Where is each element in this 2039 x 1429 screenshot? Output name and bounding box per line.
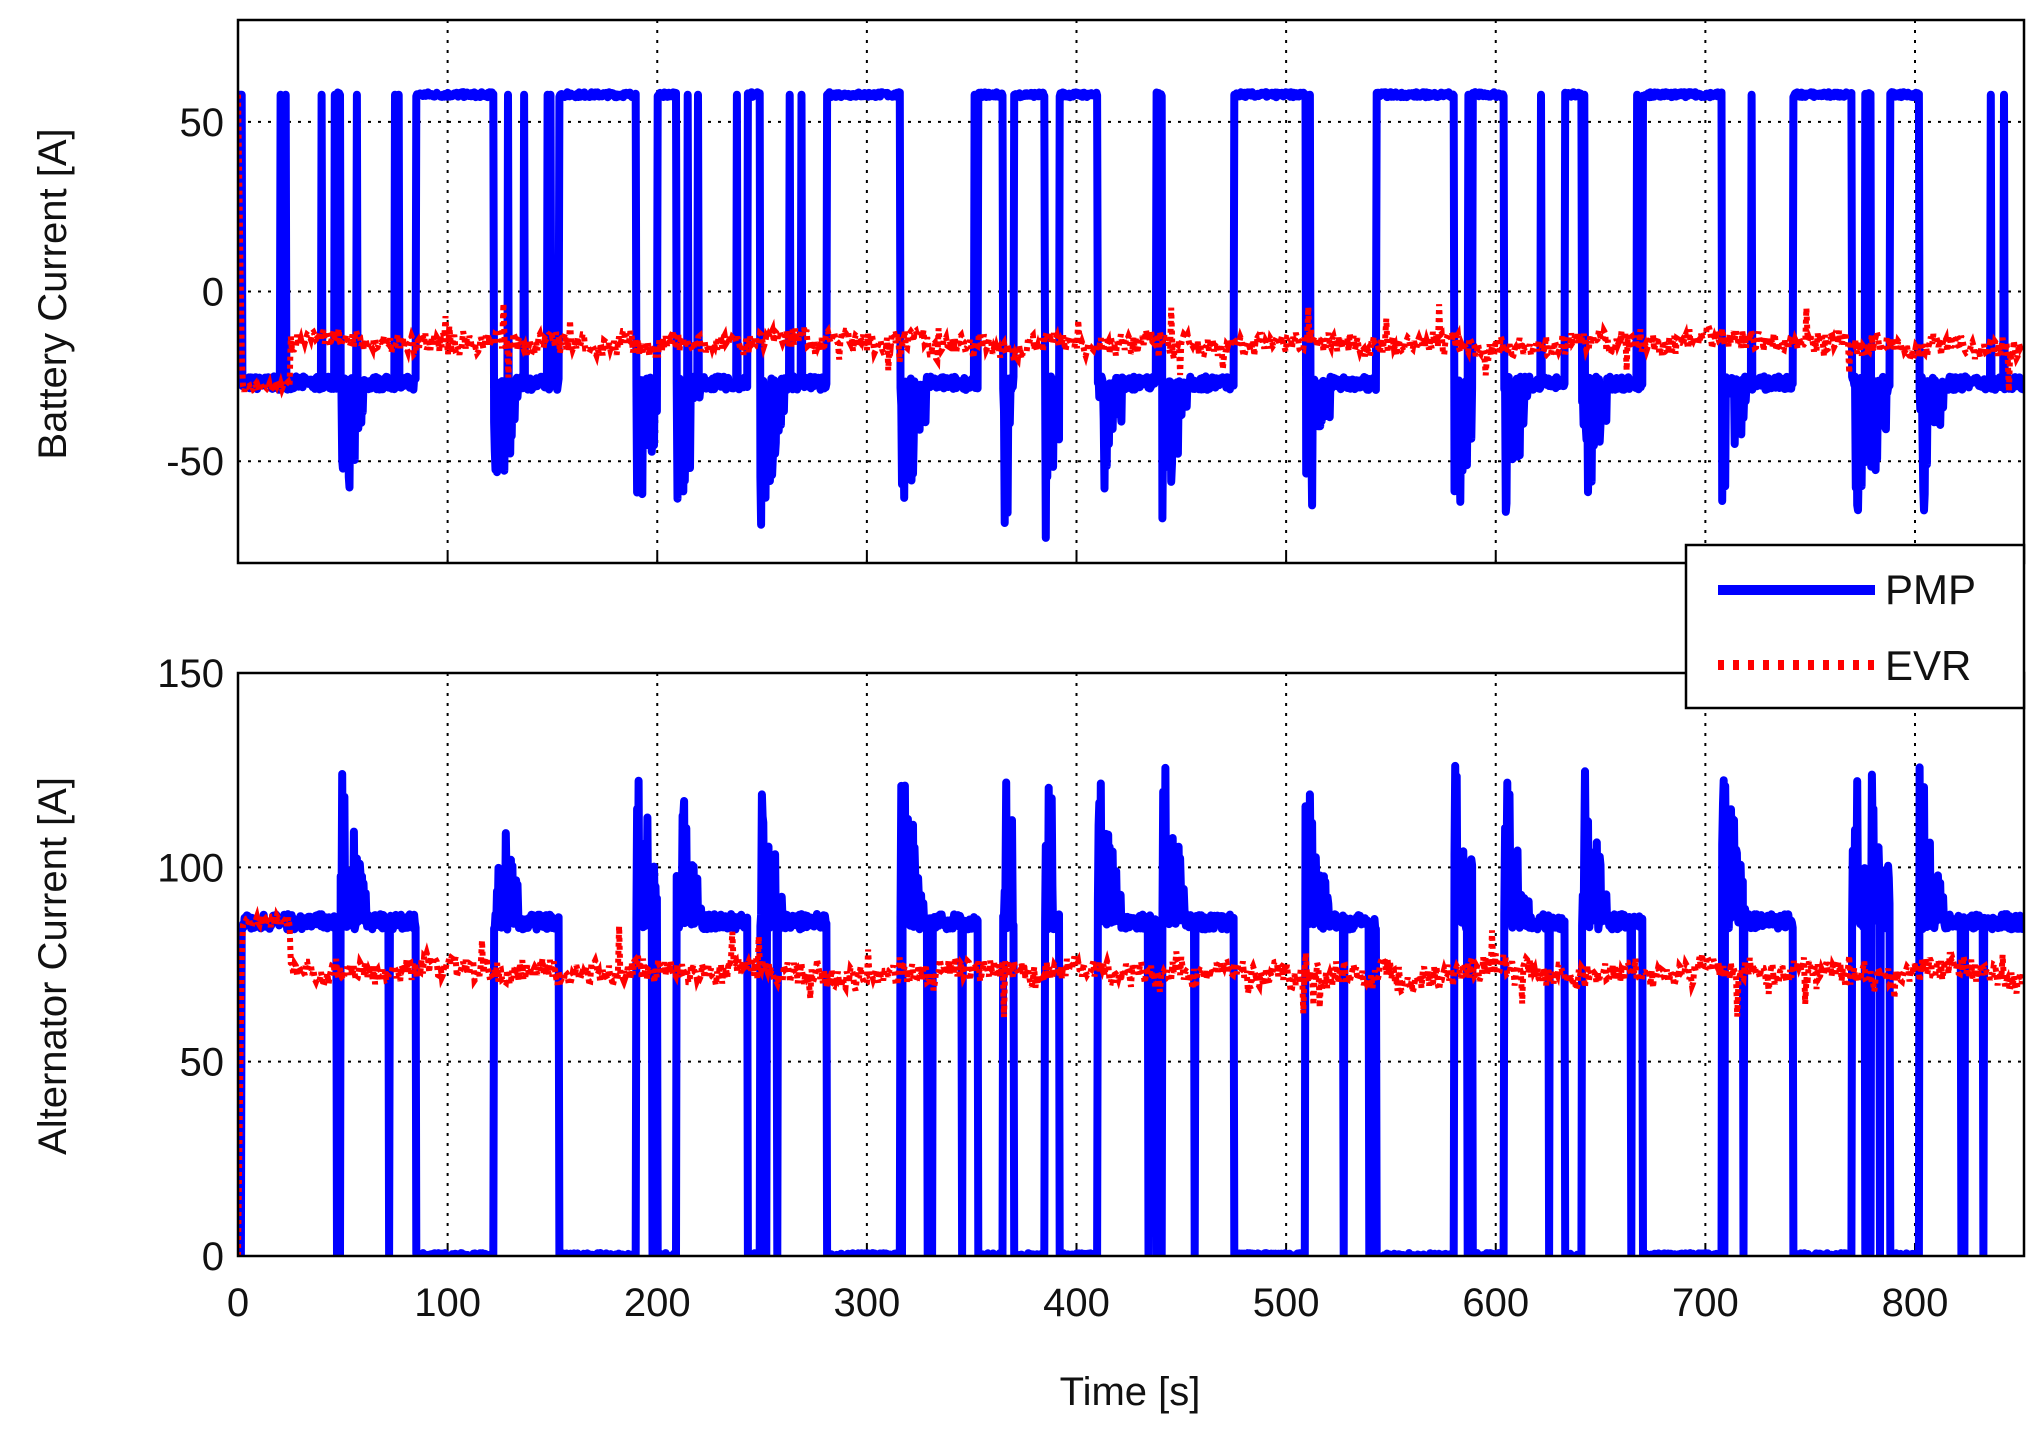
x-tick-label: 800 <box>1882 1281 1949 1325</box>
y-axis-label-battery: Battery Current [A] <box>31 128 75 459</box>
legend: PMP EVR <box>1684 543 2026 710</box>
battery-current-plot: -50 0 50 <box>166 18 2026 565</box>
x-tick-label: 200 <box>624 1281 691 1325</box>
x-tick-label: 100 <box>414 1281 481 1325</box>
y-tick-label: 150 <box>157 652 224 696</box>
y-tick-label: -50 <box>166 440 224 484</box>
plot-frame <box>236 18 2026 565</box>
y-tick-label: 50 <box>180 101 225 145</box>
alternator-current-plot: 0 100 200 300 400 500 600 700 800 0 50 100 150 <box>157 652 2026 1325</box>
x-axis-label: Time [s] <box>1060 1370 1201 1414</box>
series-line-evr <box>238 905 2024 1256</box>
x-tick-label: 0 <box>227 1281 249 1325</box>
y-tick-label: 50 <box>180 1041 225 1085</box>
y-tick-label: 100 <box>157 846 224 890</box>
x-tick-label: 500 <box>1253 1281 1320 1325</box>
x-tick-label: 600 <box>1462 1281 1529 1325</box>
x-tick-label: 400 <box>1043 1281 1110 1325</box>
series-line-pmp <box>238 88 2024 542</box>
y-tick-label: 0 <box>202 1235 224 1279</box>
legend-label-evr: EVR <box>1885 642 1971 689</box>
y-axis-label-alternator: Alternator Current [A] <box>31 777 75 1155</box>
legend-label-pmp: PMP <box>1885 566 1976 613</box>
x-tick-label: 700 <box>1672 1281 1739 1325</box>
legend-box <box>1684 543 2026 710</box>
plot-frame <box>236 671 2026 1258</box>
series-line-pmp <box>238 761 2024 1256</box>
series-line-evr <box>238 94 2024 403</box>
x-tick-label: 300 <box>833 1281 900 1325</box>
y-tick-label: 0 <box>202 271 224 315</box>
